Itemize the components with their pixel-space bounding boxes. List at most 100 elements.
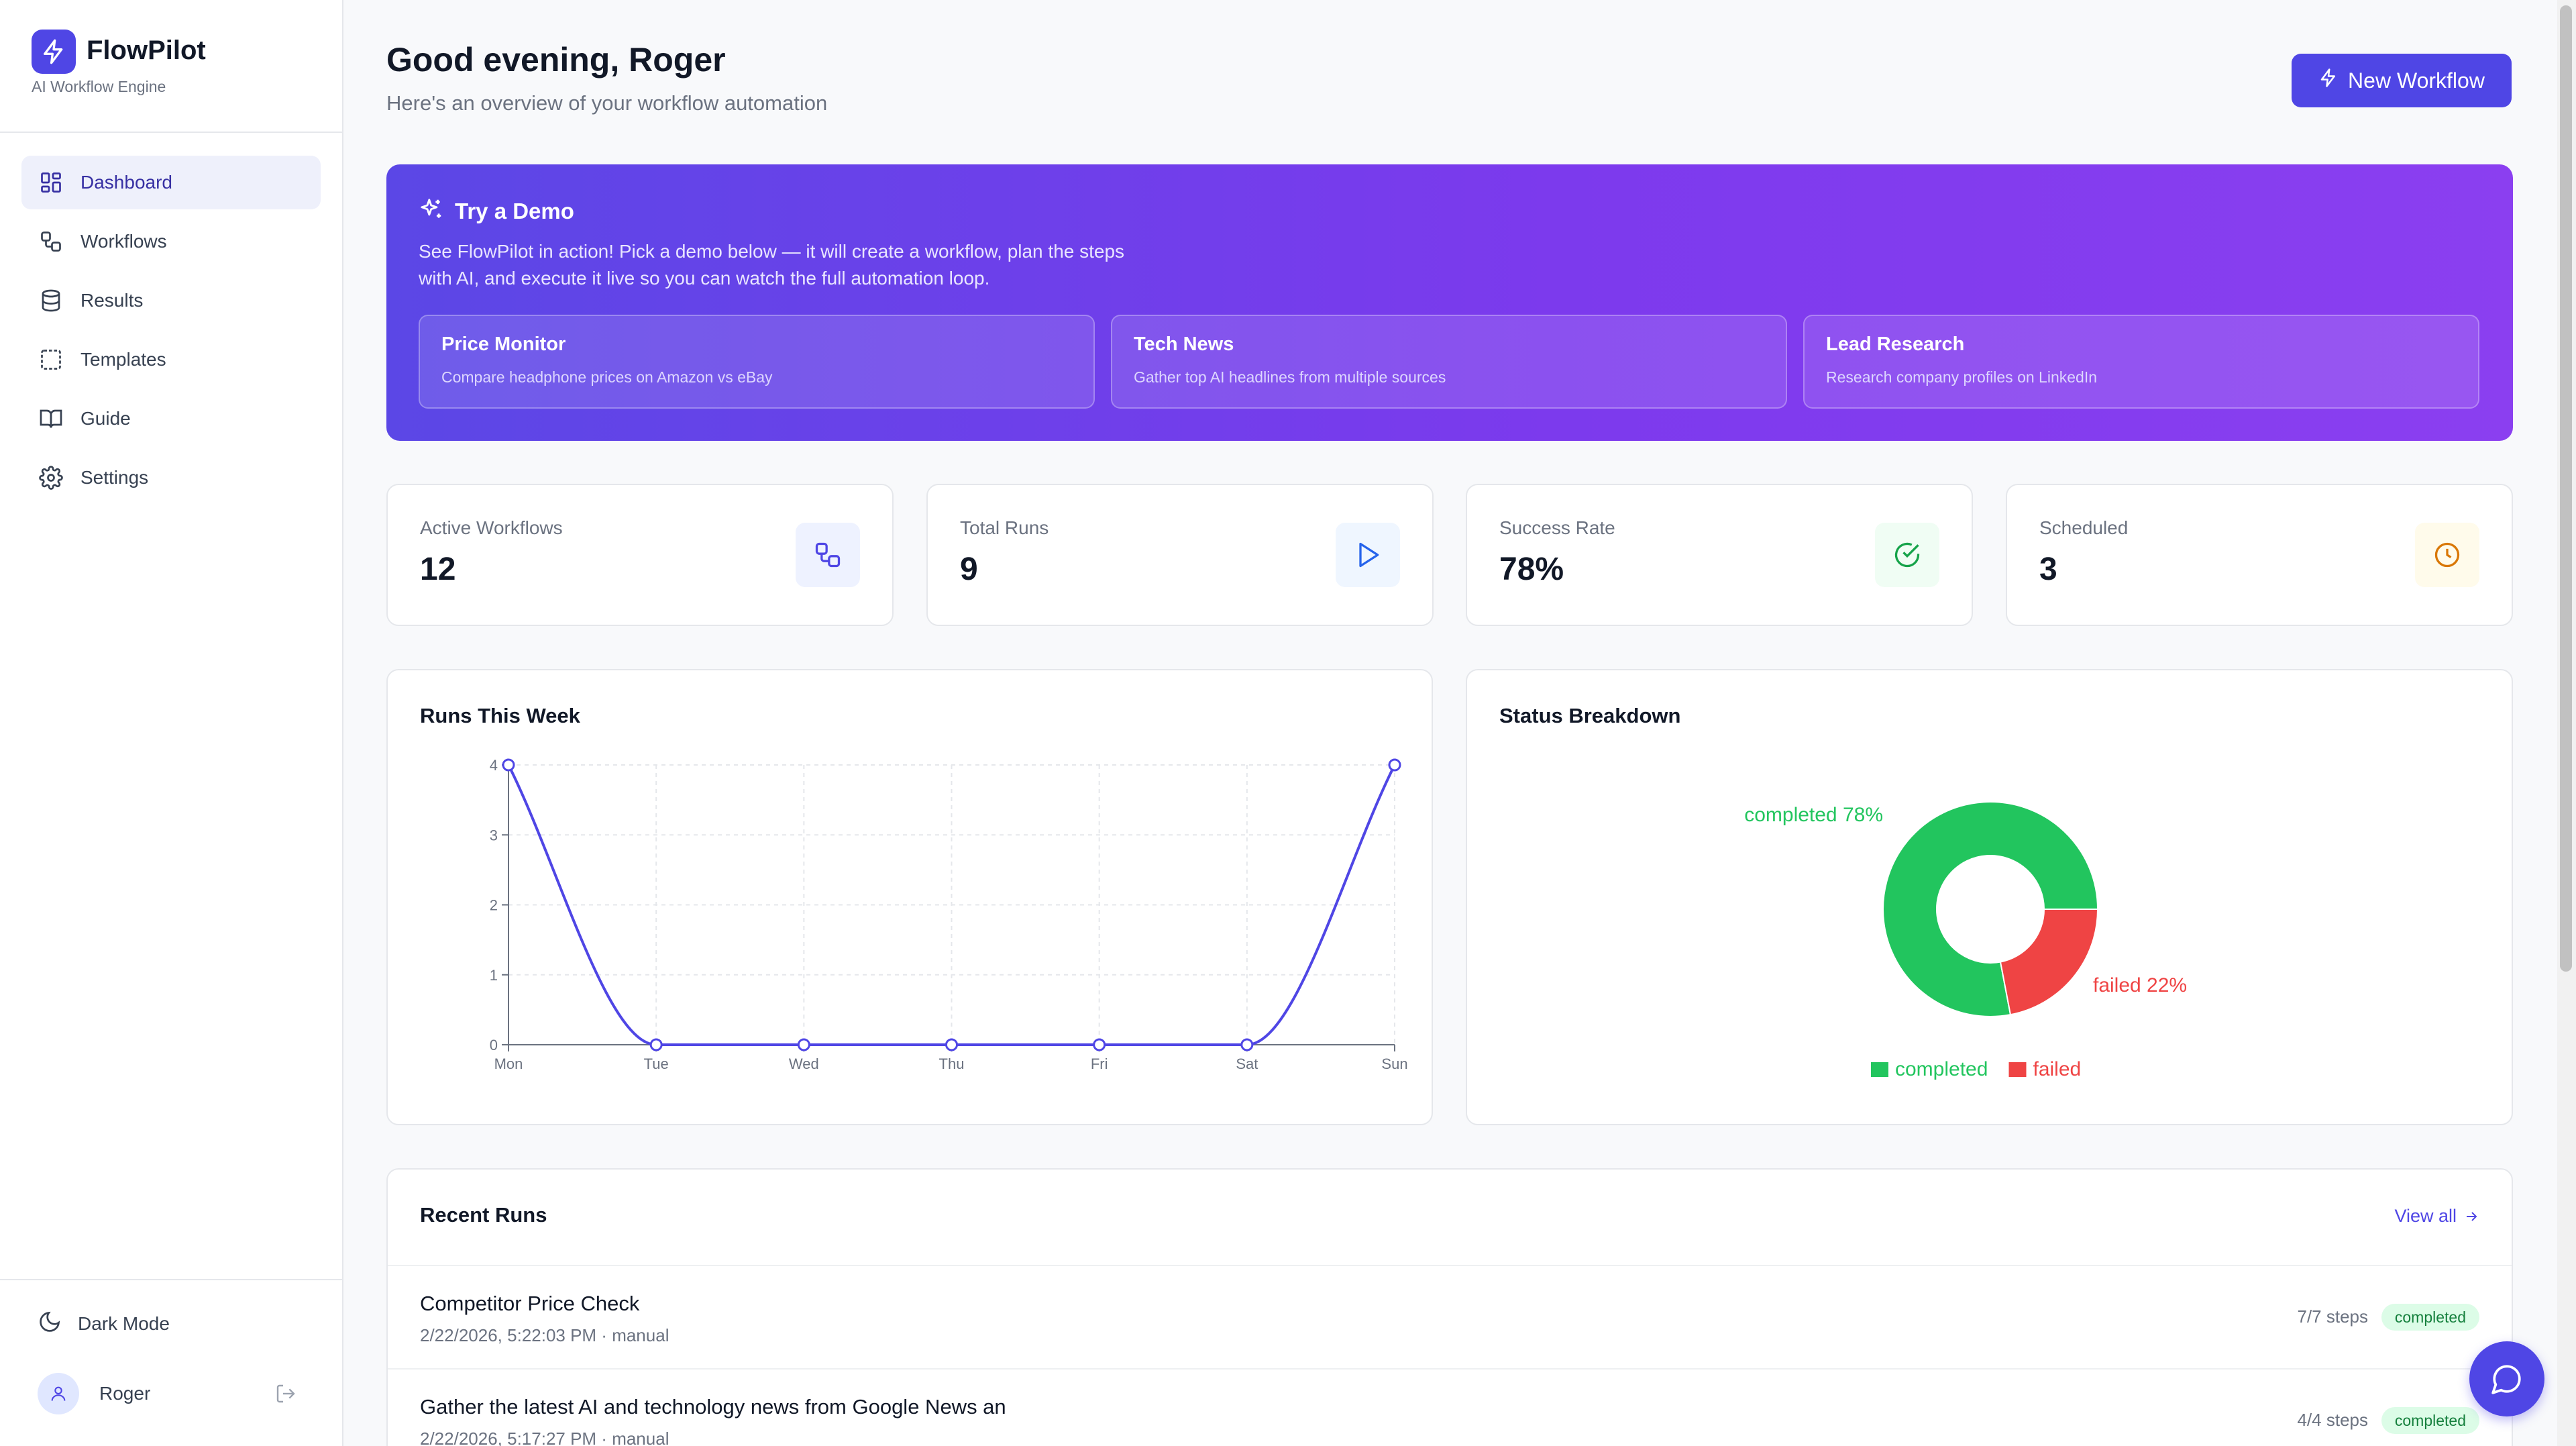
avatar[interactable] xyxy=(38,1373,79,1414)
demo-title: Try a Demo xyxy=(455,198,574,223)
stat-label: Total Runs xyxy=(960,517,1049,538)
data-point xyxy=(502,758,515,772)
y-tick-label: 1 xyxy=(490,967,498,984)
run-steps: 4/4 steps xyxy=(2297,1410,2368,1430)
demo-card-title: Lead Research xyxy=(1826,333,1965,355)
arrow-right-icon xyxy=(2463,1208,2479,1225)
new-workflow-label: New Workflow xyxy=(2348,68,2485,93)
runs-line-chart: 0 1 2 3 4 Mon Tue Wed Thu Fri Sat Sun xyxy=(490,757,1408,1072)
lightning-logo-icon xyxy=(32,30,76,74)
scrollbar-thumb[interactable] xyxy=(2560,5,2572,972)
logout-icon[interactable] xyxy=(272,1380,299,1407)
dark-mode-label: Dark Mode xyxy=(78,1312,170,1334)
pie-slice-completed xyxy=(1882,801,2099,1017)
runs-chart-panel: Runs This Week 0 1 2 3 4 Mon Tue Wed Thu Fri Sat Su… xyxy=(386,669,1433,1125)
run-name: Competitor Price Check xyxy=(420,1292,640,1315)
data-point xyxy=(945,1038,958,1051)
recent-runs-panel: Recent Runs View all Competitor Price Ch… xyxy=(386,1168,2513,1446)
stat-label: Active Workflows xyxy=(420,517,563,538)
demo-card-lead-research[interactable]: Lead Research Research company profiles … xyxy=(1803,315,2479,409)
sidebar-item-label: Results xyxy=(80,290,144,311)
sidebar-item-guide[interactable]: Guide xyxy=(21,392,321,446)
run-meta: 2/22/2026, 5:17:27 PM · manual xyxy=(420,1429,669,1446)
sidebar-nav: Dashboard Workflows Results Templates Gu… xyxy=(21,156,321,510)
y-tick-label: 0 xyxy=(490,1037,498,1053)
demo-card-tech-news[interactable]: Tech News Gather top AI headlines from m… xyxy=(1111,315,1787,409)
lightning-icon xyxy=(2318,68,2339,93)
moon-icon xyxy=(38,1310,62,1337)
sidebar: FlowPilot AI Workflow Engine Dashboard W… xyxy=(0,0,343,1446)
legend-swatch xyxy=(1871,1062,1888,1077)
y-tick-label: 3 xyxy=(490,827,498,843)
x-tick-label: Mon xyxy=(494,1055,523,1072)
sidebar-item-label: Templates xyxy=(80,349,166,370)
stat-card-success-rate: Success Rate 78% xyxy=(1466,484,1973,626)
check-circle-icon xyxy=(1875,523,1939,587)
table-row[interactable]: Competitor Price Check 2/22/2026, 5:22:0… xyxy=(388,1266,2512,1368)
x-tick-label: Thu xyxy=(939,1055,965,1072)
chat-button[interactable] xyxy=(2469,1341,2544,1416)
workflow-icon xyxy=(796,523,860,587)
demo-card-desc: Research company profiles on LinkedIn xyxy=(1826,368,2098,386)
new-workflow-button[interactable]: New Workflow xyxy=(2292,54,2512,107)
stat-value: 9 xyxy=(960,552,978,587)
x-tick-label: Fri xyxy=(1091,1055,1108,1072)
gear-icon xyxy=(38,464,64,491)
x-tick-label: Sat xyxy=(1236,1055,1258,1072)
data-point xyxy=(1093,1038,1106,1051)
stat-label: Success Rate xyxy=(1499,517,1615,538)
table-row[interactable]: Gather the latest AI and technology news… xyxy=(388,1370,2512,1446)
sidebar-bottom-divider xyxy=(0,1279,343,1280)
status-badge: completed xyxy=(2381,1407,2479,1434)
app-subtitle: AI Workflow Engine xyxy=(32,78,166,95)
divider xyxy=(388,1265,2512,1266)
book-icon xyxy=(38,405,64,432)
sidebar-item-label: Guide xyxy=(80,408,131,429)
data-point xyxy=(797,1038,810,1051)
stat-value: 12 xyxy=(420,552,456,587)
legend-label: completed xyxy=(1895,1058,1988,1080)
run-steps: 7/7 steps xyxy=(2297,1306,2368,1327)
demo-card-desc: Gather top AI headlines from multiple so… xyxy=(1134,368,1446,386)
brand[interactable]: FlowPilot AI Workflow Engine xyxy=(32,30,206,95)
x-tick-label: Tue xyxy=(644,1055,669,1072)
status-chart-title: Status Breakdown xyxy=(1499,704,1681,727)
sidebar-item-settings[interactable]: Settings xyxy=(21,451,321,505)
x-tick-label: Wed xyxy=(789,1055,819,1072)
runs-chart-title: Runs This Week xyxy=(420,704,580,727)
sidebar-item-dashboard[interactable]: Dashboard xyxy=(21,156,321,209)
data-point xyxy=(1240,1038,1254,1051)
play-icon xyxy=(1336,523,1400,587)
demo-card-price-monitor[interactable]: Price Monitor Compare headphone prices o… xyxy=(419,315,1095,409)
data-point xyxy=(649,1038,663,1051)
workflow-icon xyxy=(38,228,64,255)
page-subtitle: Here's an overview of your workflow auto… xyxy=(386,91,828,115)
divider xyxy=(388,1368,2512,1370)
app-name: FlowPilot xyxy=(87,36,206,65)
status-badge: completed xyxy=(2381,1304,2479,1331)
demo-card-desc: Compare headphone prices on Amazon vs eB… xyxy=(441,368,773,386)
status-donut-chart: completed 78% failed 22% completed failed xyxy=(1744,801,2187,1080)
view-all-link[interactable]: View all xyxy=(2394,1206,2479,1227)
sidebar-item-label: Settings xyxy=(80,467,149,488)
stat-card-scheduled: Scheduled 3 xyxy=(2006,484,2513,626)
stat-card-active-workflows: Active Workflows 12 xyxy=(386,484,894,626)
sidebar-item-label: Dashboard xyxy=(80,172,172,193)
sidebar-divider xyxy=(0,132,343,133)
slice-label: failed 22% xyxy=(2093,974,2187,996)
sidebar-item-workflows[interactable]: Workflows xyxy=(21,215,321,268)
sidebar-item-results[interactable]: Results xyxy=(21,274,321,327)
y-tick-label: 2 xyxy=(490,897,498,914)
stat-card-total-runs: Total Runs 9 xyxy=(926,484,1434,626)
stat-value: 78% xyxy=(1499,552,1564,587)
view-all-label: View all xyxy=(2394,1206,2457,1226)
stat-value: 3 xyxy=(2039,552,2057,587)
legend-swatch xyxy=(2008,1062,2027,1077)
demo-title-row: Try a Demo xyxy=(419,197,574,225)
legend-label: failed xyxy=(2033,1058,2082,1080)
run-name: Gather the latest AI and technology news… xyxy=(420,1395,1006,1418)
sidebar-item-templates[interactable]: Templates xyxy=(21,333,321,386)
dark-mode-toggle[interactable]: Dark Mode xyxy=(38,1310,170,1337)
pie-slice-failed xyxy=(1999,909,2099,1016)
recent-runs-title: Recent Runs xyxy=(420,1203,547,1227)
